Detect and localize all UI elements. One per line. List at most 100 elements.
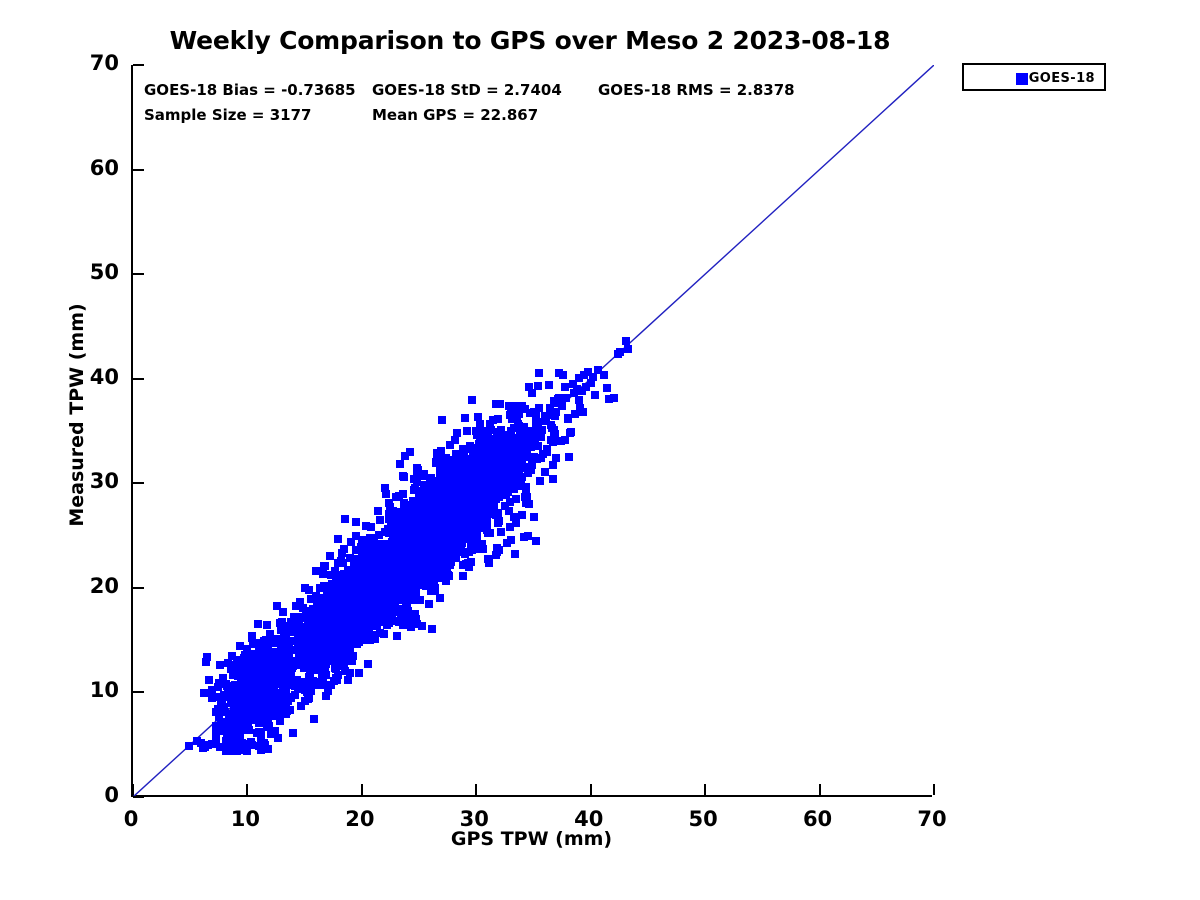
scatter-point — [289, 612, 298, 621]
y-tick-50 — [133, 273, 144, 276]
scatter-point — [537, 433, 546, 442]
scatter-point — [339, 642, 348, 651]
scatter-point — [349, 575, 358, 584]
scatter-point — [550, 426, 559, 435]
scatter-point — [285, 664, 294, 673]
scatter-point — [355, 624, 364, 633]
scatter-point — [346, 668, 355, 677]
x-tick-30 — [475, 784, 478, 795]
scatter-point — [269, 634, 278, 643]
x-tick-10 — [246, 784, 249, 795]
scatter-point — [579, 370, 588, 379]
scatter-point — [488, 439, 497, 448]
scatter-point — [385, 597, 394, 606]
scatter-point — [505, 452, 514, 461]
scatter-point — [263, 710, 272, 719]
x-tick-label-20: 20 — [345, 807, 375, 831]
scatter-point — [395, 460, 404, 469]
y-tick-label-50: 50 — [89, 260, 119, 285]
scatter-point — [348, 605, 357, 614]
scatter-point — [412, 471, 421, 480]
scatter-point — [326, 654, 335, 663]
scatter-point — [457, 451, 466, 460]
scatter-point — [249, 709, 258, 718]
scatter-point — [457, 531, 466, 540]
scatter-point — [359, 571, 368, 580]
scatter-point — [303, 679, 312, 688]
scatter-point — [366, 547, 375, 556]
scatter-point — [304, 609, 313, 618]
scatter-point — [215, 679, 224, 688]
scatter-point — [265, 629, 274, 638]
scatter-point — [354, 575, 363, 584]
scatter-point — [450, 436, 459, 445]
scatter-point — [203, 652, 212, 661]
scatter-point — [549, 460, 558, 469]
scatter-point — [392, 607, 401, 616]
scatter-point — [577, 387, 586, 396]
scatter-point — [416, 497, 425, 506]
scatter-point — [466, 504, 475, 513]
scatter-point — [454, 504, 463, 513]
scatter-point — [476, 544, 485, 553]
scatter-point — [335, 570, 344, 579]
scatter-point — [227, 652, 236, 661]
scatter-point — [496, 425, 505, 434]
scatter-point — [452, 508, 461, 517]
scatter-point — [207, 686, 216, 695]
y-tick-20 — [133, 586, 144, 589]
scatter-point — [451, 516, 460, 525]
scatter-point — [383, 620, 392, 629]
scatter-point — [516, 428, 525, 437]
scatter-point — [513, 458, 522, 467]
scatter-point — [440, 455, 449, 464]
scatter-point — [233, 738, 242, 747]
scatter-point — [471, 450, 480, 459]
scatter-point — [233, 656, 242, 664]
scatter-point — [348, 632, 357, 641]
scatter-point — [534, 403, 543, 412]
scatter-point — [297, 657, 306, 666]
scatter-point — [221, 708, 230, 717]
y-tick-70 — [133, 64, 144, 66]
scatter-point — [376, 516, 385, 525]
scatter-point — [395, 522, 404, 531]
x-tick-label-60: 60 — [802, 807, 833, 831]
scatter-point — [256, 695, 265, 704]
scatter-point — [496, 400, 505, 409]
scatter-point — [346, 616, 355, 625]
scatter-point — [410, 594, 419, 603]
scatter-point — [549, 474, 558, 483]
scatter-point — [540, 468, 549, 477]
scatter-point — [338, 558, 347, 567]
scatter-point — [503, 456, 512, 465]
scatter-point — [410, 517, 419, 526]
scatter-point — [274, 651, 283, 660]
scatter-point — [542, 444, 551, 453]
scatter-point — [202, 658, 211, 667]
scatter-point — [455, 547, 464, 556]
scatter-point — [466, 539, 475, 548]
y-axis-label: Measured TPW (mm) — [66, 303, 88, 527]
scatter-point — [325, 583, 334, 592]
scatter-point — [390, 581, 399, 590]
scatter-point — [413, 543, 422, 552]
scatter-point — [264, 721, 273, 730]
scatter-point — [372, 600, 381, 609]
scatter-point — [433, 517, 442, 526]
scatter-point — [281, 666, 290, 675]
scatter-point — [435, 473, 444, 482]
scatter-point — [247, 739, 256, 748]
scatter-point — [531, 536, 540, 545]
scatter-point — [272, 675, 281, 684]
scatter-point — [467, 545, 476, 554]
scatter-point — [440, 468, 449, 477]
scatter-point — [546, 404, 555, 413]
scatter-point — [398, 621, 407, 630]
scatter-point — [474, 413, 483, 422]
scatter-point — [575, 373, 584, 382]
scatter-point — [354, 600, 363, 609]
scatter-point — [526, 408, 535, 417]
scatter-point — [227, 665, 236, 674]
scatter-point — [361, 602, 370, 611]
